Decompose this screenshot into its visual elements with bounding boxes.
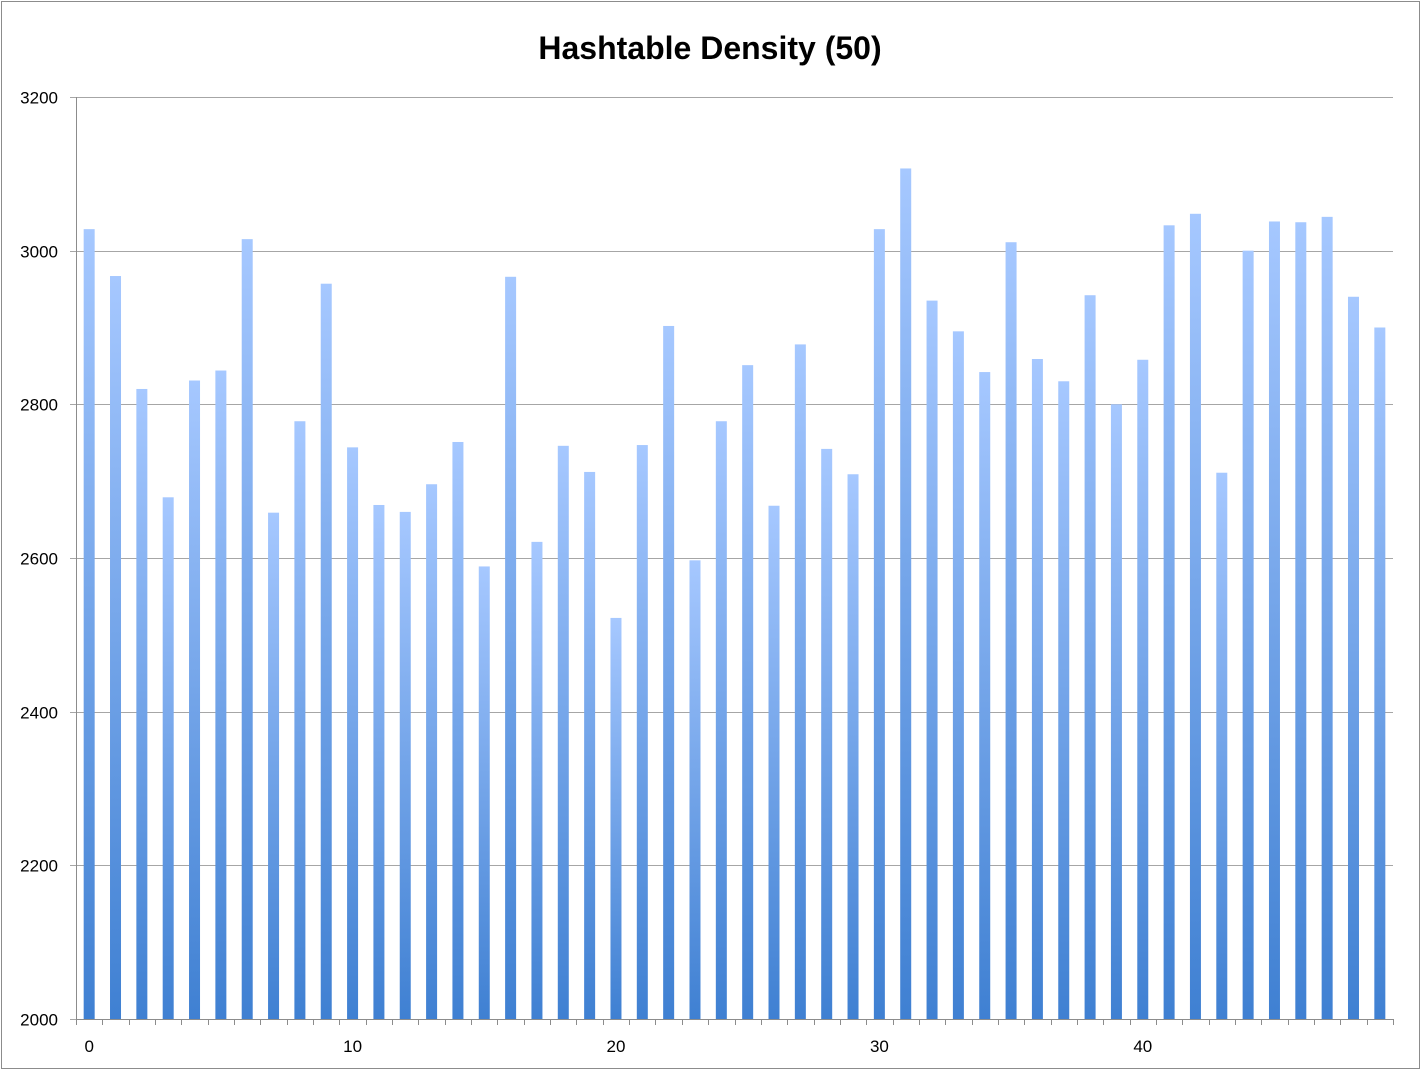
bar-38 <box>1084 295 1096 1020</box>
bar-46 <box>1295 222 1307 1020</box>
bar-23 <box>689 560 701 1019</box>
bar-40 <box>1137 359 1149 1019</box>
bar-16 <box>505 276 517 1019</box>
bar-1 <box>110 276 122 1019</box>
bar-29 <box>847 474 859 1019</box>
bar-11 <box>373 504 385 1019</box>
bar-4 <box>189 380 201 1019</box>
bar-30 <box>873 229 885 1019</box>
bar-0 <box>83 229 95 1019</box>
bar-31 <box>900 168 912 1019</box>
x-tick-label: 30 <box>870 1037 889 1056</box>
x-tick-label: 10 <box>343 1037 362 1056</box>
bar-28 <box>821 448 833 1019</box>
bar-25 <box>742 365 754 1019</box>
bar-45 <box>1268 221 1280 1020</box>
bar-44 <box>1242 250 1254 1020</box>
x-tick-label: 40 <box>1133 1037 1152 1056</box>
x-tick-label: 20 <box>607 1037 626 1056</box>
y-tick-label: 2000 <box>20 1011 58 1030</box>
bar-12 <box>399 511 411 1019</box>
axes <box>76 97 1394 1025</box>
bar-49 <box>1374 327 1386 1019</box>
bar-36 <box>1031 359 1043 1019</box>
bars <box>83 168 1386 1020</box>
chart-title: Hashtable Density (50) <box>538 30 881 66</box>
bar-37 <box>1058 381 1070 1019</box>
bar-42 <box>1189 213 1201 1020</box>
bar-18 <box>557 445 569 1019</box>
bar-39 <box>1110 404 1122 1020</box>
bar-21 <box>636 445 648 1019</box>
bar-19 <box>584 471 596 1019</box>
bar-6 <box>241 239 253 1019</box>
bar-24 <box>715 421 727 1019</box>
y-tick-label: 2400 <box>20 704 58 723</box>
bar-43 <box>1216 472 1228 1020</box>
bar-35 <box>1005 242 1017 1020</box>
bar-3 <box>162 497 174 1019</box>
bar-33 <box>952 331 964 1020</box>
bar-13 <box>426 484 438 1019</box>
bar-8 <box>294 421 306 1019</box>
bar-15 <box>478 566 490 1019</box>
bar-10 <box>347 447 359 1019</box>
bar-22 <box>663 325 675 1020</box>
bar-48 <box>1347 296 1359 1019</box>
bar-9 <box>320 283 332 1020</box>
bar-32 <box>926 300 938 1019</box>
bar-20 <box>610 617 622 1019</box>
bar-41 <box>1163 225 1175 1019</box>
bar-17 <box>531 541 543 1019</box>
bar-47 <box>1321 216 1333 1020</box>
y-tick-label: 3200 <box>20 89 58 108</box>
bar-5 <box>215 370 227 1019</box>
y-tick-label: 2800 <box>20 396 58 415</box>
bar-26 <box>768 505 780 1019</box>
bar-34 <box>979 372 991 1019</box>
tick-labels: 2000 2200 2400 2600 2800 3000 3200 0 10 20 30 40 <box>20 89 1152 1057</box>
bar-27 <box>794 344 806 1019</box>
bar-14 <box>452 441 464 1020</box>
bar-2 <box>136 388 148 1020</box>
bar-7 <box>268 512 280 1019</box>
x-tick-label: 0 <box>84 1037 93 1056</box>
y-tick-label: 2600 <box>20 550 58 569</box>
y-tick-label: 3000 <box>20 243 58 262</box>
y-tick-label: 2200 <box>20 857 58 876</box>
